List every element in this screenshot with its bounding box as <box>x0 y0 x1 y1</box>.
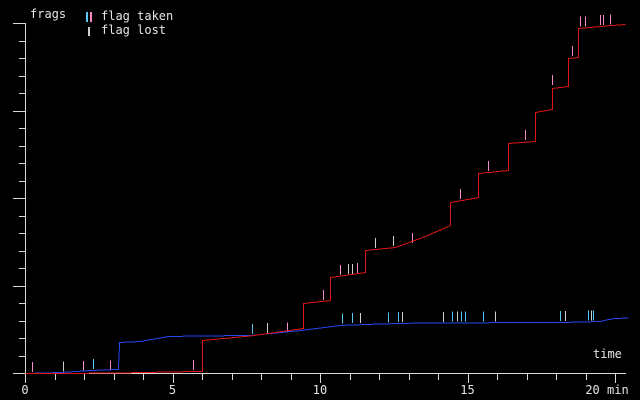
red-player-frags-line <box>25 23 626 374</box>
legend-label-flag-taken: flag taken <box>101 8 174 23</box>
x-axis-label: time <box>593 347 622 361</box>
legend-label-flag-lost: flag lost <box>101 22 167 37</box>
x-tick-label-20: 20 min <box>585 383 629 397</box>
x-tick-label-10: 10 <box>312 383 328 397</box>
y-axis-label: frags <box>30 7 67 21</box>
legend-item-flag-lost: flag lost <box>86 23 173 37</box>
legend: flag taken flag lost <box>86 9 173 37</box>
flag-taken-icon <box>86 7 94 26</box>
legend-item-flag-taken: flag taken <box>86 9 173 23</box>
flag-lost-icon <box>86 21 94 40</box>
x-tick-label-0: 0 <box>21 383 29 397</box>
blue-player-frags-line <box>25 317 629 374</box>
x-tick-label-15: 15 <box>460 383 475 397</box>
x-tick-label-5: 5 <box>168 383 177 397</box>
